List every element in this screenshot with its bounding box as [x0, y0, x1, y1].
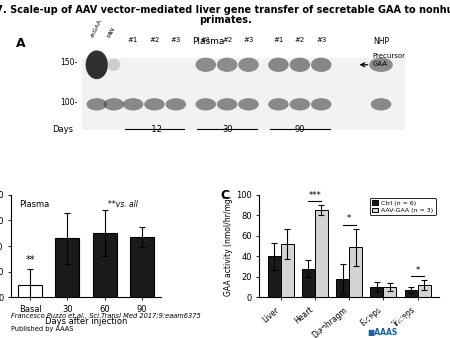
Text: #1: #1 — [201, 37, 211, 43]
Bar — [55, 238, 80, 297]
Ellipse shape — [104, 98, 124, 111]
Legend: Ctrl (n = 6), AAV-GAA (n = 3): Ctrl (n = 6), AAV-GAA (n = 3) — [370, 198, 436, 215]
Text: Medicine: Medicine — [363, 324, 402, 333]
Text: ‒12: ‒12 — [147, 125, 162, 134]
Bar — [82, 58, 405, 130]
Bar — [315, 210, 328, 297]
Ellipse shape — [268, 57, 289, 72]
Ellipse shape — [238, 98, 259, 111]
Ellipse shape — [195, 98, 216, 111]
Text: ■AAAS: ■AAAS — [367, 328, 398, 337]
Bar — [405, 290, 418, 297]
Ellipse shape — [311, 98, 332, 111]
Ellipse shape — [166, 98, 186, 111]
Text: MW: MW — [107, 26, 117, 39]
Bar — [322, 328, 443, 336]
Text: Days: Days — [52, 125, 73, 134]
Text: Translational: Translational — [354, 315, 411, 324]
Bar — [280, 244, 293, 297]
Ellipse shape — [123, 98, 144, 111]
Text: #2: #2 — [222, 37, 232, 43]
Text: 90: 90 — [295, 125, 305, 134]
Text: #2: #2 — [295, 37, 305, 43]
Text: A: A — [15, 37, 25, 50]
Y-axis label: GAA activity (nmol/hr/mg): GAA activity (nmol/hr/mg) — [224, 196, 233, 296]
Ellipse shape — [86, 50, 108, 79]
Ellipse shape — [268, 98, 289, 111]
Text: Fig. 7. Scale-up of AAV vector–mediated liver gene transfer of secretable GAA to: Fig. 7. Scale-up of AAV vector–mediated … — [0, 5, 450, 15]
Text: ***: *** — [308, 191, 321, 200]
Text: NHP: NHP — [373, 37, 389, 46]
Ellipse shape — [369, 57, 393, 72]
Bar — [370, 287, 383, 297]
Ellipse shape — [144, 98, 165, 111]
Text: rhGAA: rhGAA — [90, 18, 103, 39]
Ellipse shape — [195, 57, 216, 72]
Bar — [336, 279, 349, 297]
Text: *: * — [347, 215, 351, 223]
Text: 30: 30 — [222, 125, 233, 134]
Text: Plasma: Plasma — [19, 200, 49, 209]
Text: C: C — [220, 189, 229, 201]
Text: Francesco Puzzo et al., Sci Transl Med 2017;9:eaam6375: Francesco Puzzo et al., Sci Transl Med 2… — [11, 313, 201, 319]
Text: 100-: 100- — [60, 98, 77, 107]
Text: Plasma: Plasma — [192, 37, 224, 46]
Text: Published by AAAS: Published by AAAS — [11, 326, 74, 332]
Ellipse shape — [238, 57, 259, 72]
Bar — [130, 237, 154, 297]
Ellipse shape — [108, 58, 120, 71]
Bar — [302, 269, 315, 297]
Ellipse shape — [371, 98, 392, 111]
Text: **vs. all: **vs. all — [108, 200, 138, 209]
Ellipse shape — [217, 98, 238, 111]
Text: #3: #3 — [243, 37, 254, 43]
Text: #1: #1 — [128, 37, 138, 43]
Text: 150-: 150- — [60, 58, 77, 67]
Bar — [383, 287, 396, 297]
Bar — [418, 285, 431, 297]
Text: **: ** — [25, 255, 35, 265]
Bar — [18, 285, 42, 297]
Text: Precursor
GAA: Precursor GAA — [373, 53, 405, 67]
Text: primates.: primates. — [198, 15, 252, 25]
Text: *: * — [415, 266, 420, 275]
Ellipse shape — [289, 98, 310, 111]
Text: #3: #3 — [171, 37, 181, 43]
Ellipse shape — [311, 57, 332, 72]
Ellipse shape — [86, 98, 107, 111]
Text: #1: #1 — [273, 37, 284, 43]
Bar — [349, 247, 362, 297]
Ellipse shape — [217, 57, 238, 72]
Text: #3: #3 — [316, 37, 326, 43]
Bar — [268, 256, 280, 297]
Ellipse shape — [289, 57, 310, 72]
Text: #2: #2 — [149, 37, 160, 43]
Text: Science: Science — [370, 307, 395, 312]
Bar — [93, 233, 117, 297]
X-axis label: Days after injection: Days after injection — [45, 317, 127, 326]
